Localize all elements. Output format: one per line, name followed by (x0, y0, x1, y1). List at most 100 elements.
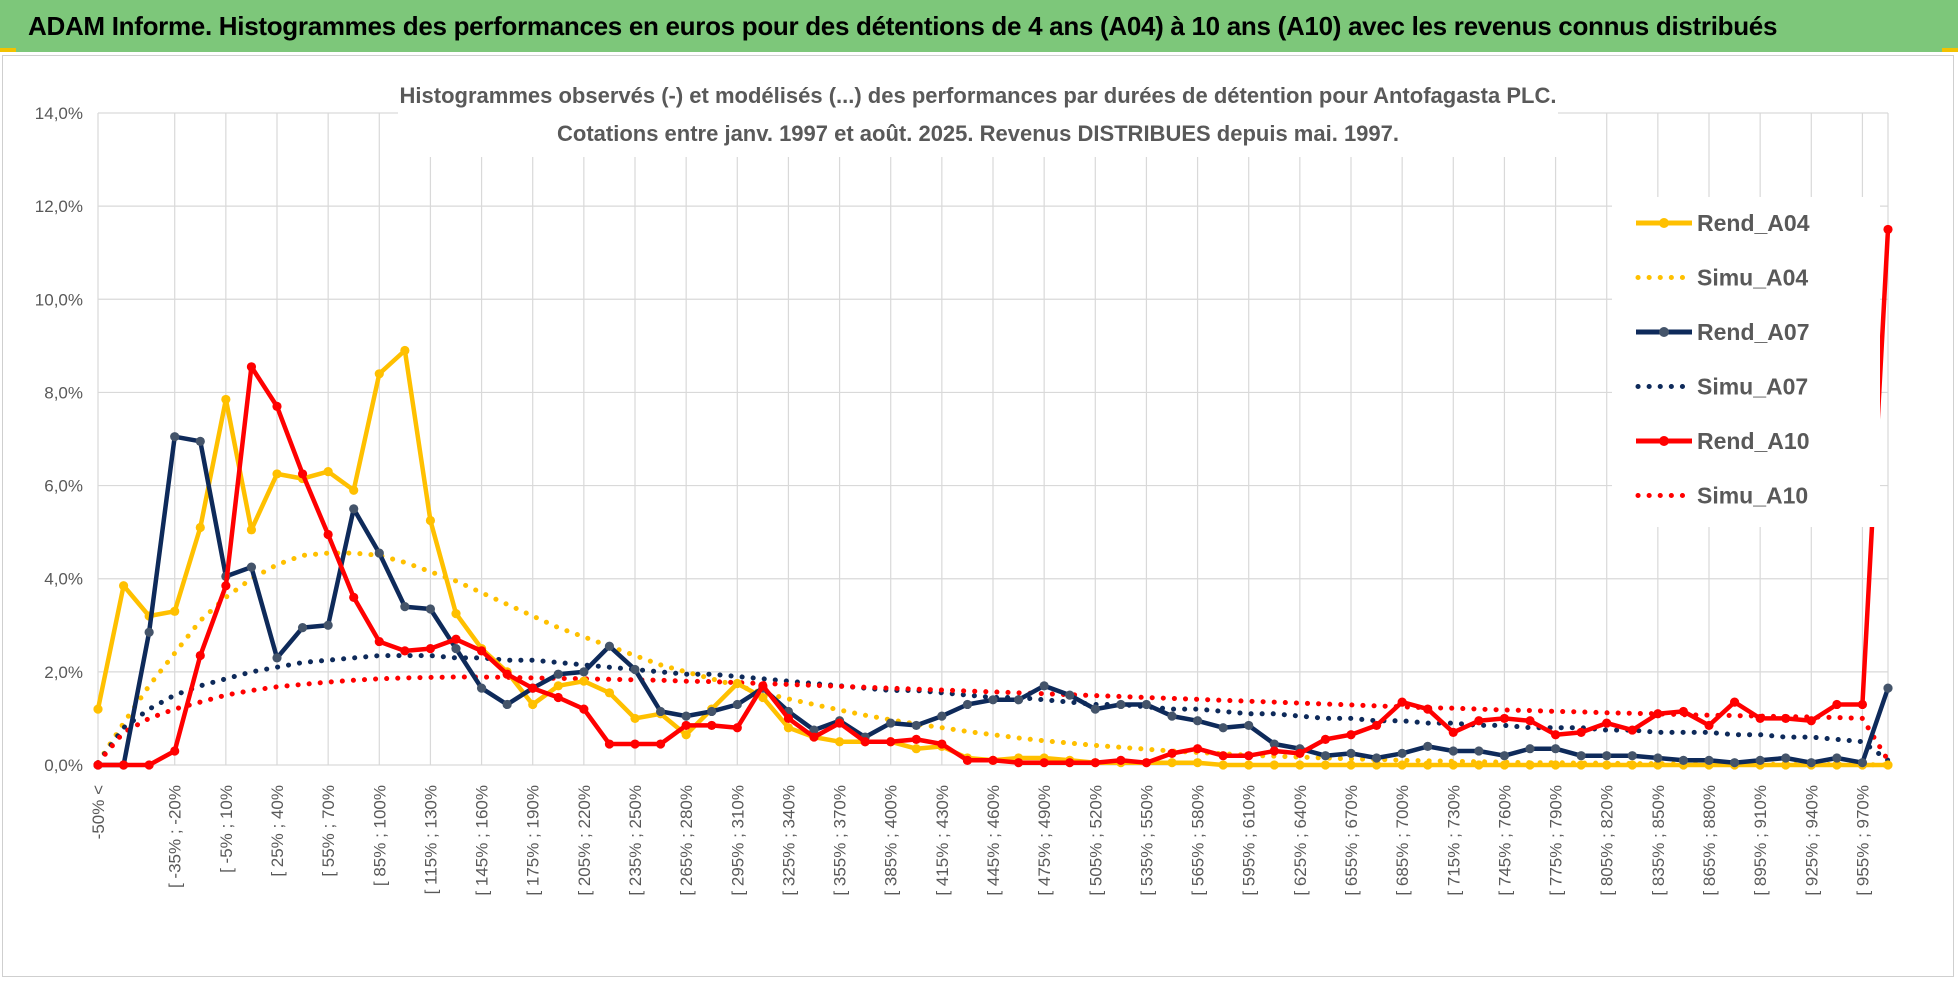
data-point (502, 669, 512, 679)
y-axis: 0,0% 2,0% 4,0% 6,0% 8,0% 10,0% 12,0% 14,0% (35, 104, 83, 775)
data-point (1474, 716, 1484, 726)
data-point (272, 469, 282, 479)
data-point (528, 699, 538, 710)
data-point (1423, 760, 1433, 770)
data-point (297, 469, 308, 479)
data-point (1371, 720, 1382, 731)
data-point (553, 669, 563, 679)
data-point (502, 699, 512, 710)
x-tick-label: -50% < (89, 785, 108, 839)
data-point (1883, 760, 1893, 770)
data-point (1678, 706, 1689, 717)
data-point (195, 436, 205, 446)
x-tick-label: [ 25% ; 40% (268, 785, 287, 877)
data-point (1806, 716, 1816, 726)
x-tick-label: [ 205% ; 220% (575, 785, 594, 896)
y-tick-label: 2,0% (44, 663, 83, 682)
data-point (1218, 751, 1228, 761)
data-point (630, 739, 640, 749)
x-tick-label: [ 925% ; 940% (1802, 785, 1821, 896)
data-point (1346, 748, 1356, 758)
data-point (1883, 683, 1893, 693)
data-point (374, 548, 384, 558)
data-point (93, 760, 103, 770)
data-point (323, 620, 333, 630)
data-point (170, 746, 180, 756)
data-point (1550, 744, 1561, 754)
data-point (349, 485, 359, 495)
report-title: ADAM Informe. Histogrammes des performan… (28, 11, 1778, 41)
data-point (1244, 720, 1254, 731)
data-point (1806, 758, 1816, 768)
data-point (1627, 725, 1637, 735)
x-tick-label: [ 655% ; 670% (1342, 785, 1361, 896)
x-tick-label: [ -35% ; -20% (166, 785, 185, 888)
x-tick-label: [ 895% ; 910% (1751, 785, 1770, 896)
data-point (246, 525, 257, 535)
data-point (1371, 753, 1382, 763)
data-point (604, 739, 615, 749)
data-point (1857, 758, 1868, 768)
x-tick-label: [ 265% ; 280% (677, 785, 696, 896)
data-point (1244, 751, 1254, 761)
legend-background (1612, 197, 1880, 527)
data-point (962, 699, 973, 710)
x-tick-label: [ 355% ; 370% (831, 785, 850, 896)
series-rend-a10 (93, 224, 1893, 770)
y-tick-label: 12,0% (35, 197, 83, 216)
data-point (221, 581, 231, 591)
legend-marker (1659, 436, 1669, 446)
data-point (451, 643, 461, 654)
data-point (195, 522, 205, 533)
data-point (1090, 704, 1100, 714)
y-tick-label: 0,0% (44, 756, 83, 775)
x-tick-label: [ 835% ; 850% (1649, 785, 1668, 896)
data-point (1653, 709, 1663, 719)
data-point (118, 760, 129, 770)
data-point (1602, 751, 1612, 761)
data-point (1167, 711, 1177, 721)
data-point (1832, 760, 1842, 770)
data-point (1781, 713, 1791, 724)
data-point (1423, 704, 1433, 714)
legend-label: Simu_A04 (1697, 265, 1808, 291)
data-point (1013, 695, 1024, 705)
data-point (937, 739, 947, 749)
data-point (349, 592, 359, 602)
chart-title-background (398, 75, 1558, 157)
data-point (707, 706, 717, 717)
data-point (425, 604, 436, 614)
y-tick-label: 6,0% (44, 477, 83, 496)
legend-marker (1659, 327, 1669, 337)
data-point (1653, 753, 1663, 763)
data-point (860, 737, 870, 747)
data-point (1499, 713, 1510, 724)
series-line (95, 674, 1891, 766)
data-point (655, 739, 666, 749)
data-point (732, 699, 742, 710)
data-point (758, 681, 768, 691)
data-point (655, 706, 666, 717)
data-point (400, 345, 410, 356)
data-point (1397, 697, 1407, 707)
legend-label: Rend_A10 (1697, 428, 1809, 454)
legend-label: Rend_A04 (1697, 210, 1810, 236)
data-point (886, 737, 896, 747)
data-point (323, 467, 333, 477)
data-point (783, 723, 794, 733)
data-point (1269, 760, 1279, 770)
data-point (707, 720, 717, 731)
data-point (1857, 699, 1868, 710)
data-point (1499, 760, 1510, 770)
data-point (1755, 755, 1765, 765)
data-point (221, 394, 231, 405)
data-point (1781, 753, 1791, 763)
data-point (604, 641, 615, 651)
data-point (1474, 760, 1484, 770)
data-point (1474, 746, 1484, 756)
x-axis: -50% < [ -35% ; -20% [ -5% ; 10% [ 25% ; 40… (89, 785, 1872, 896)
data-point (476, 646, 487, 656)
data-point (681, 720, 691, 731)
data-point (1525, 760, 1535, 770)
